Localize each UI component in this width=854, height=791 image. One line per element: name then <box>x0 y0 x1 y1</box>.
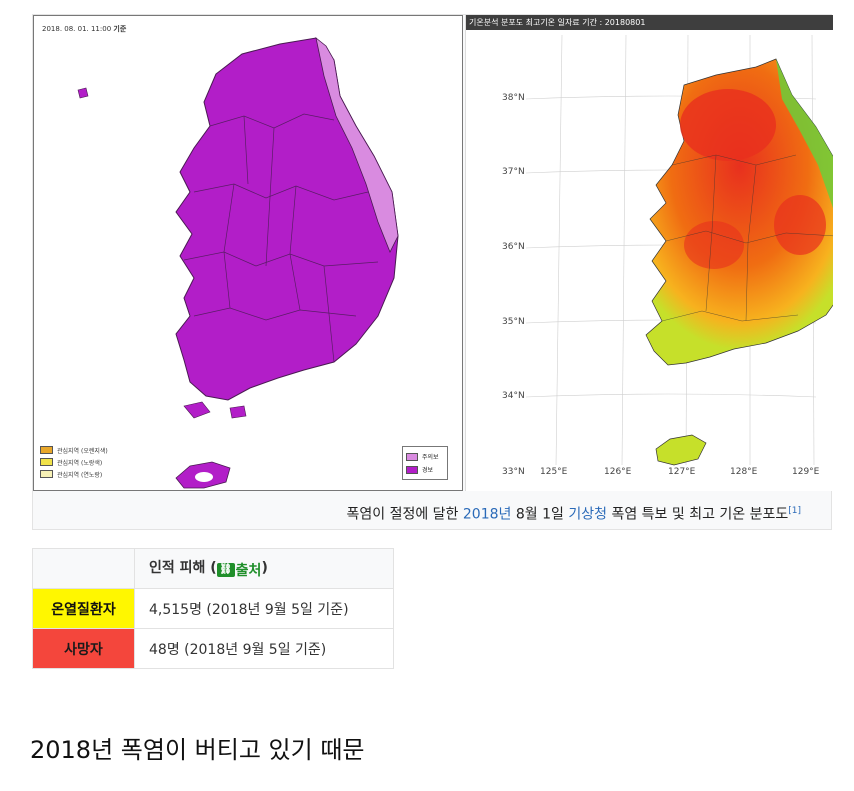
table-row: 온열질환자 4,515명 (2018년 9월 5일 기준) <box>32 588 394 629</box>
lon-label: 126°E <box>604 467 632 477</box>
legend-item: 경보 <box>406 463 444 476</box>
legend-label: 관심지역 (연노랑) <box>57 471 103 479</box>
header-close: ) <box>261 560 268 576</box>
legend-label: 관심지역 (오렌지색) <box>57 447 108 455</box>
legend-label: 주의보 <box>422 454 439 461</box>
lon-label: 127°E <box>668 467 696 477</box>
lon-label: 128°E <box>730 467 758 477</box>
header-label: 인적 피해 ( <box>149 560 217 576</box>
post-headline: 2018년 폭염이 버티고 있기 때문 <box>30 736 365 764</box>
value-cell: 48명 (2018년 9월 5일 기준) <box>134 628 394 669</box>
temperature-map-title: 기온분석 분포도 최고기온 일자료 기간 : 20180801 <box>466 15 833 30</box>
table-row: 사망자 48명 (2018년 9월 5일 기준) <box>32 628 394 669</box>
caption-link-kma[interactable]: 기상청 <box>568 506 607 523</box>
lon-label: 125°E <box>540 467 568 477</box>
caption-link-year[interactable]: 2018년 <box>462 506 512 523</box>
legend-item: 관심지역 (연노랑) <box>40 468 108 480</box>
figure-caption: 폭염이 절정에 달한 2018년 8월 1일 기상청 폭염 특보 및 최고 기온… <box>33 491 833 531</box>
warning-legend: 주의보 경보 <box>402 446 448 480</box>
map-timestamp: 2018. 08. 01. 11:00 기준 <box>42 24 126 34</box>
lat-label: 34°N <box>502 391 525 401</box>
lat-label: 35°N <box>502 317 525 327</box>
temperature-heatmap-shape <box>525 34 833 466</box>
human-damage-table: 인적 피해 (⛓ 출처) 온열질환자 4,515명 (2018년 9월 5일 기준… <box>32 548 394 669</box>
legend-item: 관심지역 (오렌지색) <box>40 444 108 456</box>
legend-swatch-light-purple <box>406 452 418 461</box>
timestamp-suffix: 기준 <box>113 25 127 33</box>
link-icon: ⛓ <box>216 563 235 577</box>
lat-label: 37°N <box>502 167 525 177</box>
lat-label: 38°N <box>502 93 525 103</box>
legend-item: 주의보 <box>406 450 444 463</box>
legend-swatch-light-yellow <box>40 470 53 478</box>
heatwave-figure: 2018. 08. 01. 11:00 기준 <box>32 14 833 531</box>
caption-text: 8월 1일 <box>515 506 564 523</box>
category-cell: 사망자 <box>32 628 135 669</box>
reference-link[interactable]: [1] <box>788 506 801 516</box>
caption-text: 폭염이 절정에 달한 <box>346 506 459 523</box>
header-empty-cell <box>32 548 135 589</box>
caption-text: 폭염 특보 및 최고 기온 분포도 <box>611 506 789 523</box>
temperature-distribution-map: 기온분석 분포도 최고기온 일자료 기간 : 20180801 <box>465 15 833 491</box>
advisory-legend: 관심지역 (오렌지색) 관심지역 (노랑색) 관심지역 (연노랑) <box>40 444 108 480</box>
korea-warning-shape <box>77 36 399 489</box>
legend-swatch-purple <box>406 465 418 474</box>
table-header-cell: 인적 피해 (⛓ 출처) <box>134 548 394 589</box>
timestamp-value: 2018. 08. 01. 11:00 <box>42 25 112 33</box>
category-cell: 온열질환자 <box>32 588 135 629</box>
legend-item: 관심지역 (노랑색) <box>40 456 108 468</box>
lat-label: 36°N <box>502 242 525 252</box>
heat-warning-map: 2018. 08. 01. 11:00 기준 <box>33 15 463 491</box>
value-cell: 4,515명 (2018년 9월 5일 기준) <box>134 588 394 629</box>
source-label: 출처 <box>235 563 262 579</box>
source-link[interactable]: ⛓ 출처 <box>216 560 262 580</box>
lat-label: 33°N <box>502 467 525 477</box>
legend-swatch-orange <box>40 446 53 454</box>
legend-label: 경보 <box>422 467 434 474</box>
table-header-row: 인적 피해 (⛓ 출처) <box>32 548 394 589</box>
lon-label: 129°E <box>792 467 820 477</box>
legend-swatch-yellow <box>40 458 53 466</box>
legend-label: 관심지역 (노랑색) <box>57 459 103 467</box>
